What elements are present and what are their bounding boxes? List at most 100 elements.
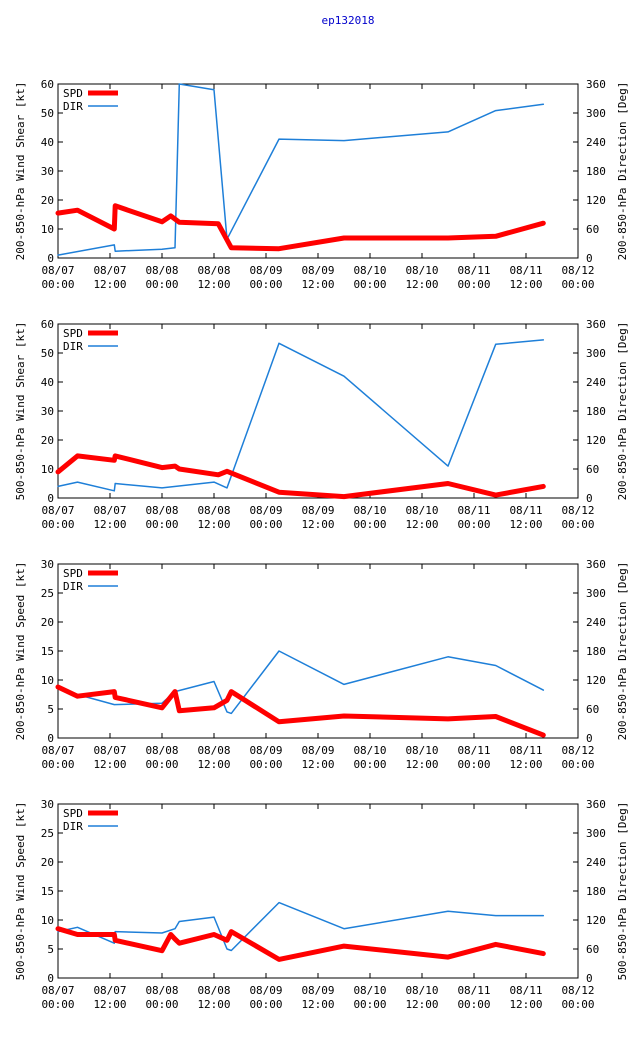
chart-panel-1: 010203040506006012018024030036008/0700:0… (14, 78, 629, 291)
y-tick-label: 20 (41, 856, 54, 869)
y2-axis-label: 200-850-hPa Direction [Deg] (616, 562, 629, 741)
x-tick-time: 00:00 (145, 758, 178, 771)
x-tick-time: 00:00 (561, 998, 594, 1011)
spd-series-line (55, 684, 546, 738)
chart-panel-4: 05101520253006012018024030036008/0700:00… (14, 798, 629, 1011)
y-tick-label: 10 (41, 223, 54, 236)
y2-tick-label: 300 (586, 587, 606, 600)
y-tick-label: 25 (41, 827, 54, 840)
legend-label-dir: DIR (63, 580, 83, 593)
plot-frame (57, 323, 579, 499)
y-tick-label: 30 (41, 798, 54, 811)
y-axis-label: 500-850-hPa Wind Speed [kt] (14, 802, 27, 981)
y2-tick-label: 180 (586, 405, 606, 418)
y-tick-label: 0 (47, 252, 54, 265)
y-axis-label: 500-850-hPa Wind Shear [kt] (14, 322, 27, 501)
x-tick-time: 12:00 (405, 518, 438, 531)
y-tick-label: 40 (41, 376, 54, 389)
x-tick-time: 12:00 (301, 998, 334, 1011)
x-tick-date: 08/08 (145, 984, 178, 997)
y-tick-label: 60 (41, 78, 54, 91)
y2-tick-label: 0 (586, 492, 593, 505)
x-tick-date: 08/11 (457, 264, 490, 277)
x-tick-time: 00:00 (249, 998, 282, 1011)
y-tick-label: 30 (41, 558, 54, 571)
chart-panel-3: 05101520253006012018024030036008/0700:00… (14, 558, 629, 771)
x-tick-date: 08/07 (93, 984, 126, 997)
y-tick-label: 15 (41, 885, 54, 898)
y-tick-label: 20 (41, 616, 54, 629)
y-axis-label: 200-850-hPa Wind Speed [kt] (14, 562, 27, 741)
x-tick-time: 12:00 (93, 758, 126, 771)
x-tick-date: 08/07 (93, 264, 126, 277)
x-tick-time: 00:00 (249, 758, 282, 771)
x-tick-time: 12:00 (301, 758, 334, 771)
x-tick-time: 00:00 (353, 518, 386, 531)
y2-tick-label: 120 (586, 434, 606, 447)
x-tick-date: 08/12 (561, 984, 594, 997)
y-tick-label: 30 (41, 165, 54, 178)
chart-panel-2: 010203040506006012018024030036008/0700:0… (14, 318, 629, 531)
x-tick-date: 08/09 (301, 504, 334, 517)
spd-series-line (55, 453, 546, 500)
x-tick-time: 00:00 (457, 278, 490, 291)
x-tick-date: 08/11 (509, 984, 542, 997)
y2-tick-label: 300 (586, 827, 606, 840)
y2-tick-label: 240 (586, 136, 606, 149)
x-tick-time: 00:00 (457, 758, 490, 771)
x-tick-date: 08/07 (41, 984, 74, 997)
y2-axis-label: 200-850-hPa Direction [Deg] (616, 82, 629, 261)
y2-tick-label: 360 (586, 798, 606, 811)
y-tick-label: 10 (41, 674, 54, 687)
x-tick-date: 08/11 (509, 744, 542, 757)
x-tick-date: 08/08 (145, 264, 178, 277)
x-tick-time: 12:00 (93, 998, 126, 1011)
y-tick-label: 10 (41, 914, 54, 927)
x-tick-date: 08/09 (249, 744, 282, 757)
x-tick-date: 08/12 (561, 504, 594, 517)
x-tick-date: 08/10 (353, 264, 386, 277)
y-tick-label: 50 (41, 347, 54, 360)
y2-tick-label: 0 (586, 972, 593, 985)
y2-tick-label: 60 (586, 943, 599, 956)
legend-label-dir: DIR (63, 820, 83, 833)
x-tick-time: 00:00 (41, 278, 74, 291)
y-tick-label: 10 (41, 463, 54, 476)
x-tick-date: 08/08 (197, 744, 230, 757)
x-tick-date: 08/07 (93, 504, 126, 517)
dir-series-line (57, 650, 545, 715)
y2-tick-label: 120 (586, 674, 606, 687)
y-tick-label: 25 (41, 587, 54, 600)
x-tick-time: 00:00 (561, 758, 594, 771)
y-tick-label: 0 (47, 972, 54, 985)
y-tick-label: 0 (47, 492, 54, 505)
legend-label-dir: DIR (63, 340, 83, 353)
y2-tick-label: 180 (586, 165, 606, 178)
x-tick-time: 12:00 (197, 998, 230, 1011)
x-tick-time: 12:00 (509, 998, 542, 1011)
x-tick-date: 08/07 (41, 744, 74, 757)
x-tick-time: 12:00 (509, 278, 542, 291)
y-tick-label: 5 (47, 703, 54, 716)
y-tick-label: 60 (41, 318, 54, 331)
x-tick-time: 00:00 (561, 278, 594, 291)
x-tick-time: 00:00 (145, 278, 178, 291)
y2-tick-label: 0 (586, 732, 593, 745)
x-tick-time: 00:00 (249, 278, 282, 291)
y-tick-label: 5 (47, 943, 54, 956)
y-tick-label: 40 (41, 136, 54, 149)
y2-tick-label: 180 (586, 645, 606, 658)
x-tick-time: 12:00 (405, 278, 438, 291)
y2-tick-label: 60 (586, 223, 599, 236)
y2-tick-label: 360 (586, 558, 606, 571)
y2-tick-label: 120 (586, 194, 606, 207)
legend-label-spd: SPD (63, 327, 83, 340)
x-tick-time: 00:00 (457, 998, 490, 1011)
x-tick-time: 12:00 (405, 998, 438, 1011)
x-tick-date: 08/10 (353, 744, 386, 757)
x-tick-time: 12:00 (509, 758, 542, 771)
y2-tick-label: 180 (586, 885, 606, 898)
x-tick-date: 08/10 (405, 504, 438, 517)
y2-tick-label: 300 (586, 347, 606, 360)
